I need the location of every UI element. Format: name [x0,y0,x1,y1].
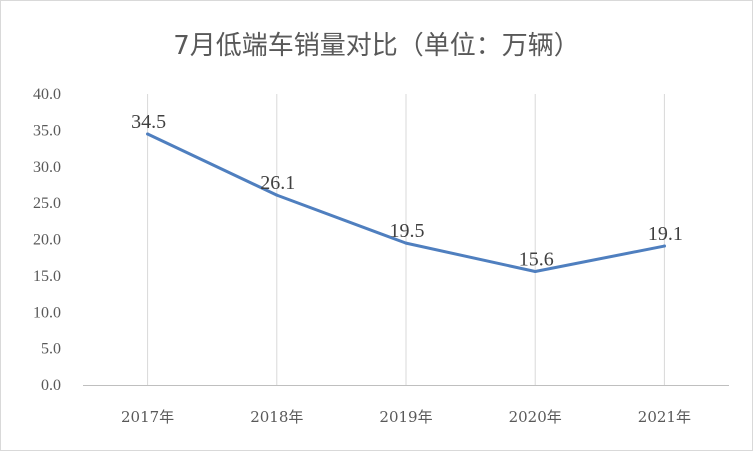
y-tick-label: 5.0 [41,341,61,358]
data-point [404,241,408,245]
x-tick-label: 2021年 [638,408,691,426]
x-tick-label: 2017年 [121,408,174,426]
y-tick-label: 40.0 [33,86,61,103]
data-point [662,244,666,248]
y-tick-label: 25.0 [33,195,61,212]
x-tick-label: 2018年 [250,408,303,426]
data-label: 19.5 [390,220,425,242]
x-tick-label: 2020年 [509,408,562,426]
data-point [533,270,537,274]
data-label: 26.1 [260,172,295,194]
data-label: 34.5 [131,111,166,133]
y-tick-label: 35.0 [33,122,61,139]
y-tick-label: 10.0 [33,304,61,321]
chart-title: 7月低端车销量对比（单位：万辆） [173,31,580,61]
data-point [146,132,150,136]
y-tick-label: 20.0 [33,232,61,249]
y-tick-label: 15.0 [33,268,61,285]
x-tick-label: 2019年 [379,408,432,426]
data-label: 19.1 [648,223,683,245]
data-label: 15.6 [519,249,554,271]
data-point [275,193,279,197]
y-tick-label: 0.0 [41,377,61,394]
y-tick-label: 30.0 [33,159,61,176]
